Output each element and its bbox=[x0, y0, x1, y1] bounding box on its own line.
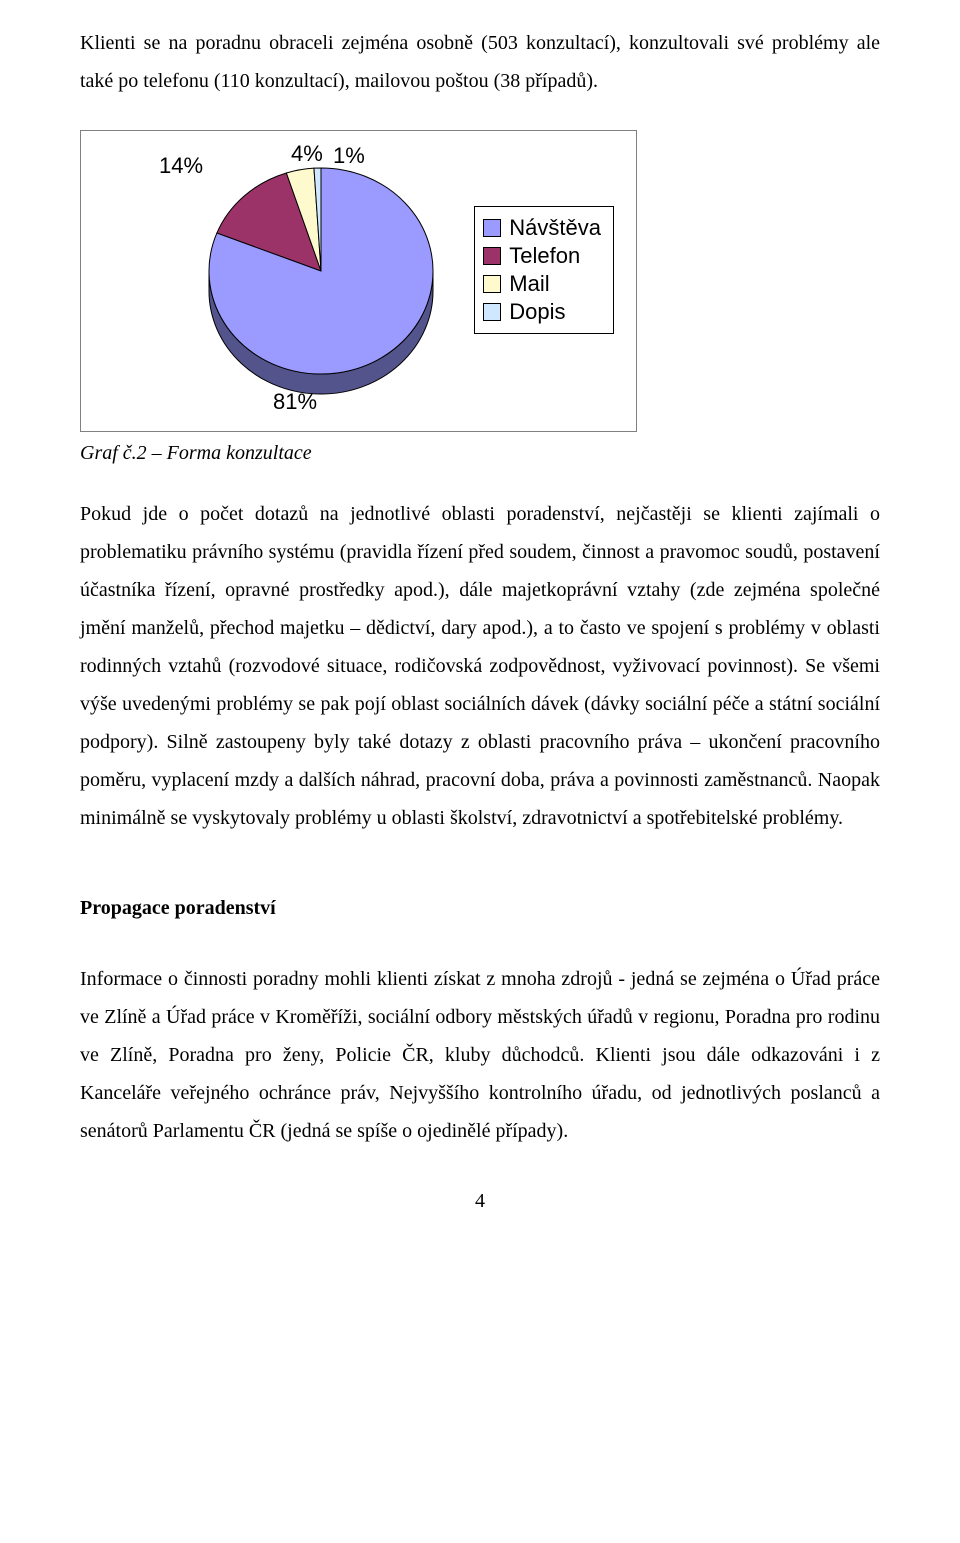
legend-swatch-mail bbox=[483, 275, 501, 293]
main-paragraph: Pokud jde o počet dotazů na jednotlivé o… bbox=[80, 495, 880, 837]
legend-swatch-navsteva bbox=[483, 219, 501, 237]
legend-label: Návštěva bbox=[509, 215, 601, 241]
legend-item: Mail bbox=[483, 271, 601, 297]
page-number: 4 bbox=[80, 1190, 880, 1213]
legend-label: Dopis bbox=[509, 299, 565, 325]
pct-label-4: 4% bbox=[291, 141, 323, 167]
legend-item: Dopis bbox=[483, 299, 601, 325]
pie-chart-frame: 14% 4% 1% 81% Návštěva Telefon Mail bbox=[80, 130, 637, 432]
pct-label-81: 81% bbox=[273, 389, 317, 415]
legend-swatch-telefon bbox=[483, 247, 501, 265]
legend-label: Mail bbox=[509, 271, 549, 297]
legend-swatch-dopis bbox=[483, 303, 501, 321]
legend-item: Telefon bbox=[483, 243, 601, 269]
pct-label-1: 1% bbox=[333, 143, 365, 169]
pct-label-14: 14% bbox=[159, 153, 203, 179]
pie-chart-svg bbox=[201, 156, 441, 416]
intro-paragraph: Klienti se na poradnu obraceli zejména o… bbox=[80, 24, 880, 100]
chart-caption: Graf č.2 – Forma konzultace bbox=[80, 442, 880, 465]
legend-label: Telefon bbox=[509, 243, 580, 269]
legend-item: Návštěva bbox=[483, 215, 601, 241]
propagation-paragraph: Informace o činnosti poradny mohli klien… bbox=[80, 960, 880, 1150]
legend-box: Návštěva Telefon Mail Dopis bbox=[474, 206, 614, 334]
section-title-propagation: Propagace poradenství bbox=[80, 897, 880, 920]
